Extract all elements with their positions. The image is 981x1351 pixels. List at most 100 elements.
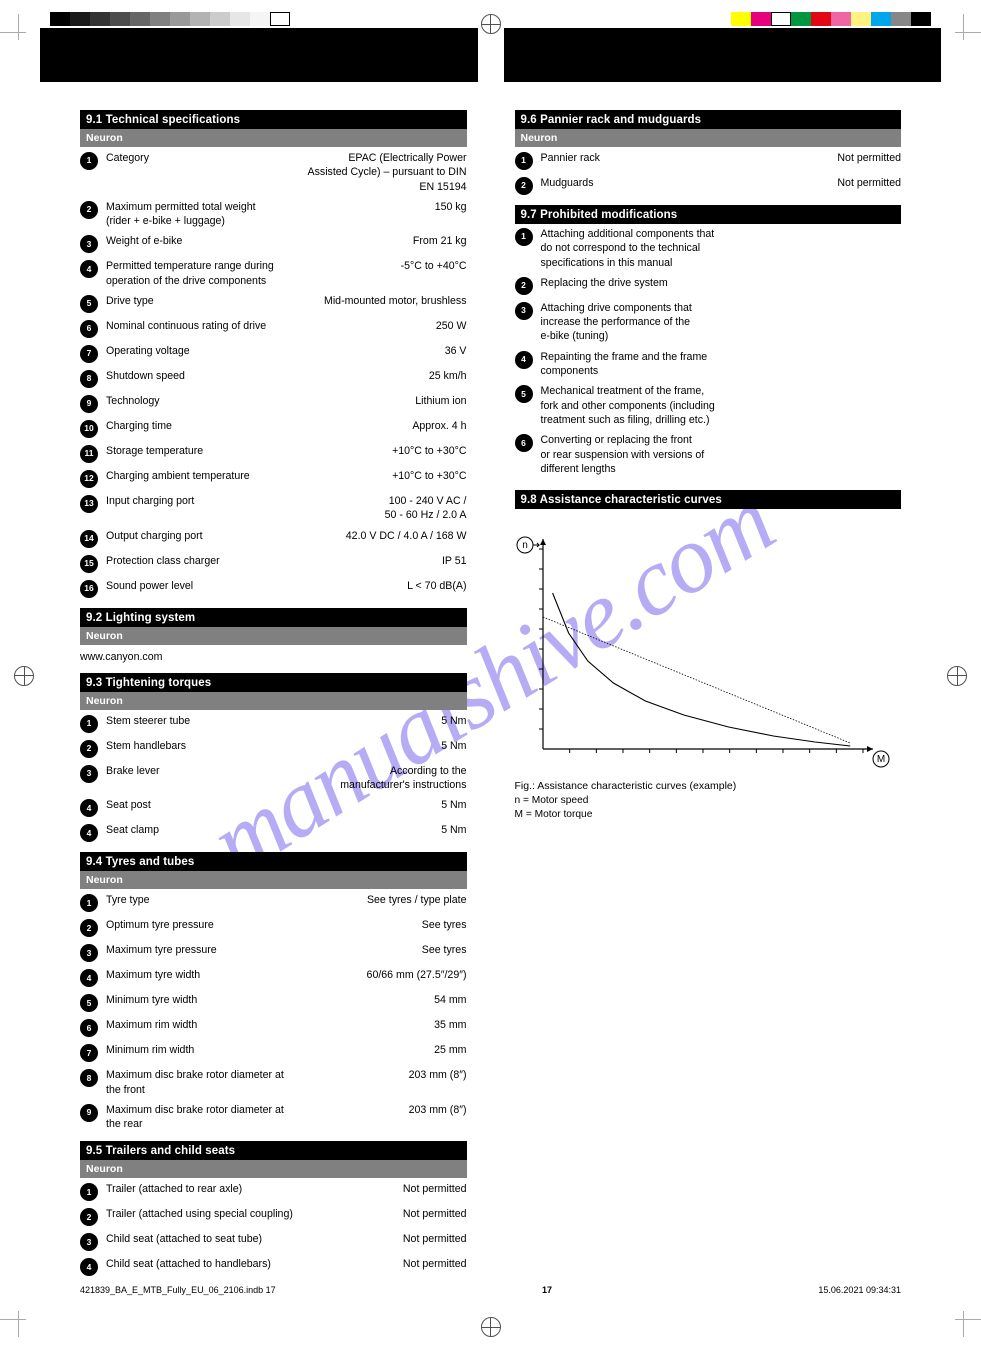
spec-label: Storage temperature: [106, 444, 380, 458]
spec-label: Maximum permitted total weight (rider + …: [106, 200, 423, 229]
row-number-icon: 1: [80, 715, 98, 733]
footer-timestamp: 15.06.2021 09:34:31: [818, 1285, 901, 1295]
spec-row: 4Seat post5 Nm: [80, 798, 467, 817]
row-number-icon: 4: [80, 969, 98, 987]
color-swatch: [791, 12, 811, 26]
spec-label: Repainting the frame and the frame compo…: [541, 350, 902, 379]
spec-row: 5Mechanical treatment of the frame, fork…: [515, 384, 902, 427]
row-number-icon: 1: [80, 1183, 98, 1201]
footer-page-number: 17: [542, 1285, 552, 1295]
section-subtitle: Neuron: [515, 129, 902, 147]
grayscale-swatch: [190, 12, 210, 26]
section-title: 9.6 Pannier rack and mudguards: [515, 110, 902, 129]
spec-value: Not permitted: [391, 1182, 467, 1196]
spec-label: Seat post: [106, 798, 429, 812]
grayscale-swatch: [230, 12, 250, 26]
spec-label: Protection class charger: [106, 554, 430, 568]
row-number-icon: 2: [515, 177, 533, 195]
row-number-icon: 2: [80, 201, 98, 219]
spec-label: Attaching additional components that do …: [541, 227, 902, 270]
row-number-icon: 1: [80, 152, 98, 170]
spec-row: 1Tyre typeSee tyres / type plate: [80, 893, 467, 912]
spec-label: Input charging port: [106, 494, 373, 508]
spec-label: Maximum rim width: [106, 1018, 422, 1032]
spec-row: 6 Converting or replacing the front or re…: [515, 433, 902, 476]
spec-label: Charging ambient temperature: [106, 469, 380, 483]
row-number-icon: 3: [80, 765, 98, 783]
spec-row: 8Maximum disc brake rotor diameter at th…: [80, 1068, 467, 1097]
row-number-icon: 4: [80, 1258, 98, 1276]
spec-row: 5Drive typeMid-mounted motor, brushless: [80, 294, 467, 313]
spec-row: 1Pannier rackNot permitted: [515, 151, 902, 170]
spec-label: Weight of e-bike: [106, 234, 401, 248]
spec-row: 4Maximum tyre width60/66 mm (27.5″/29″): [80, 968, 467, 987]
grayscale-strip: [50, 12, 290, 26]
spec-value: See tyres: [410, 943, 467, 957]
spec-label: Brake lever: [106, 764, 328, 778]
color-swatch: [731, 12, 751, 26]
row-number-icon: 4: [80, 260, 98, 278]
spec-value: 5 Nm: [429, 823, 466, 837]
row-number-icon: 9: [80, 395, 98, 413]
section-subtitle: Neuron: [80, 692, 467, 710]
spec-label: Permitted temperature range during opera…: [106, 259, 389, 288]
row-number-icon: 6: [515, 434, 533, 452]
row-number-icon: 6: [80, 320, 98, 338]
spec-row: 1 Attaching additional components that do…: [515, 227, 902, 270]
spec-label: Converting or replacing the front or rea…: [541, 433, 902, 476]
row-number-icon: 6: [80, 1019, 98, 1037]
row-number-icon: 14: [80, 530, 98, 548]
spec-value: Not permitted: [825, 151, 901, 165]
grayscale-swatch: [90, 12, 110, 26]
section-title: 9.7 Prohibited modifications: [515, 205, 902, 224]
spec-row: 9TechnologyLithium ion: [80, 394, 467, 413]
spec-value: 25 km/h: [417, 369, 467, 383]
section-subtitle: Neuron: [80, 627, 467, 645]
left-column: 9.1 Technical specificationsNeuron1Categ…: [80, 100, 467, 1271]
spec-value: 100 - 240 V AC / 50 - 60 Hz / 2.0 A: [373, 494, 467, 523]
spec-row: 11Storage temperature+10°C to +30°C: [80, 444, 467, 463]
grayscale-swatch: [50, 12, 70, 26]
row-number-icon: 1: [80, 894, 98, 912]
spec-label: Maximum disc brake rotor diameter at the…: [106, 1103, 397, 1132]
section-subtitle: Neuron: [80, 1160, 467, 1178]
spec-row: 12Charging ambient temperature+10°C to +…: [80, 469, 467, 488]
spec-label: Replacing the drive system: [541, 276, 902, 290]
row-number-icon: 7: [80, 345, 98, 363]
spec-row: 2MudguardsNot permitted: [515, 176, 902, 195]
spec-value: Not permitted: [391, 1257, 467, 1271]
spec-label: Mudguards: [541, 176, 826, 190]
spec-row: 3Weight of e-bikeFrom 21 kg: [80, 234, 467, 253]
row-number-icon: 13: [80, 495, 98, 513]
spec-row: 2Stem handlebars5 Nm: [80, 739, 467, 758]
spec-value: See tyres: [410, 918, 467, 932]
spec-value: 54 mm: [422, 993, 466, 1007]
page: manualshive.com 9.1 Technical specificat…: [0, 0, 981, 1351]
y-axis-label: n: [522, 540, 528, 551]
grayscale-swatch: [210, 12, 230, 26]
spec-label: Child seat (attached to seat tube): [106, 1232, 391, 1246]
chart-container: n M Fig.: Assistance characteristic curv…: [515, 529, 902, 809]
grayscale-swatch: [150, 12, 170, 26]
row-number-icon: 1: [515, 228, 533, 246]
spec-value: Not permitted: [391, 1232, 467, 1246]
spec-value: +10°C to +30°C: [380, 469, 466, 483]
row-number-icon: 16: [80, 580, 98, 598]
spec-row: 7Minimum rim width25 mm: [80, 1043, 467, 1062]
spec-value: Mid-mounted motor, brushless: [312, 294, 467, 308]
spec-row: 4 Permitted temperature range during oper…: [80, 259, 467, 288]
row-number-icon: 1: [515, 152, 533, 170]
spec-row: 16Sound power levelL < 70 dB(A): [80, 579, 467, 598]
row-number-icon: 11: [80, 445, 98, 463]
row-number-icon: 2: [80, 740, 98, 758]
spec-value: 203 mm (8″): [397, 1068, 467, 1082]
spec-label: Minimum rim width: [106, 1043, 422, 1057]
row-number-icon: 8: [80, 370, 98, 388]
footer-filename: 421839_BA_E_MTB_Fully_EU_06_2106.indb 17: [80, 1285, 276, 1295]
spec-label: Trailer (attached to rear axle): [106, 1182, 391, 1196]
spec-label: Child seat (attached to handlebars): [106, 1257, 391, 1271]
row-number-icon: 5: [515, 385, 533, 403]
spec-row: 1CategoryEPAC (Electrically Power Assist…: [80, 151, 467, 194]
spec-value: 203 mm (8″): [397, 1103, 467, 1117]
spec-value: Approx. 4 h: [400, 419, 466, 433]
